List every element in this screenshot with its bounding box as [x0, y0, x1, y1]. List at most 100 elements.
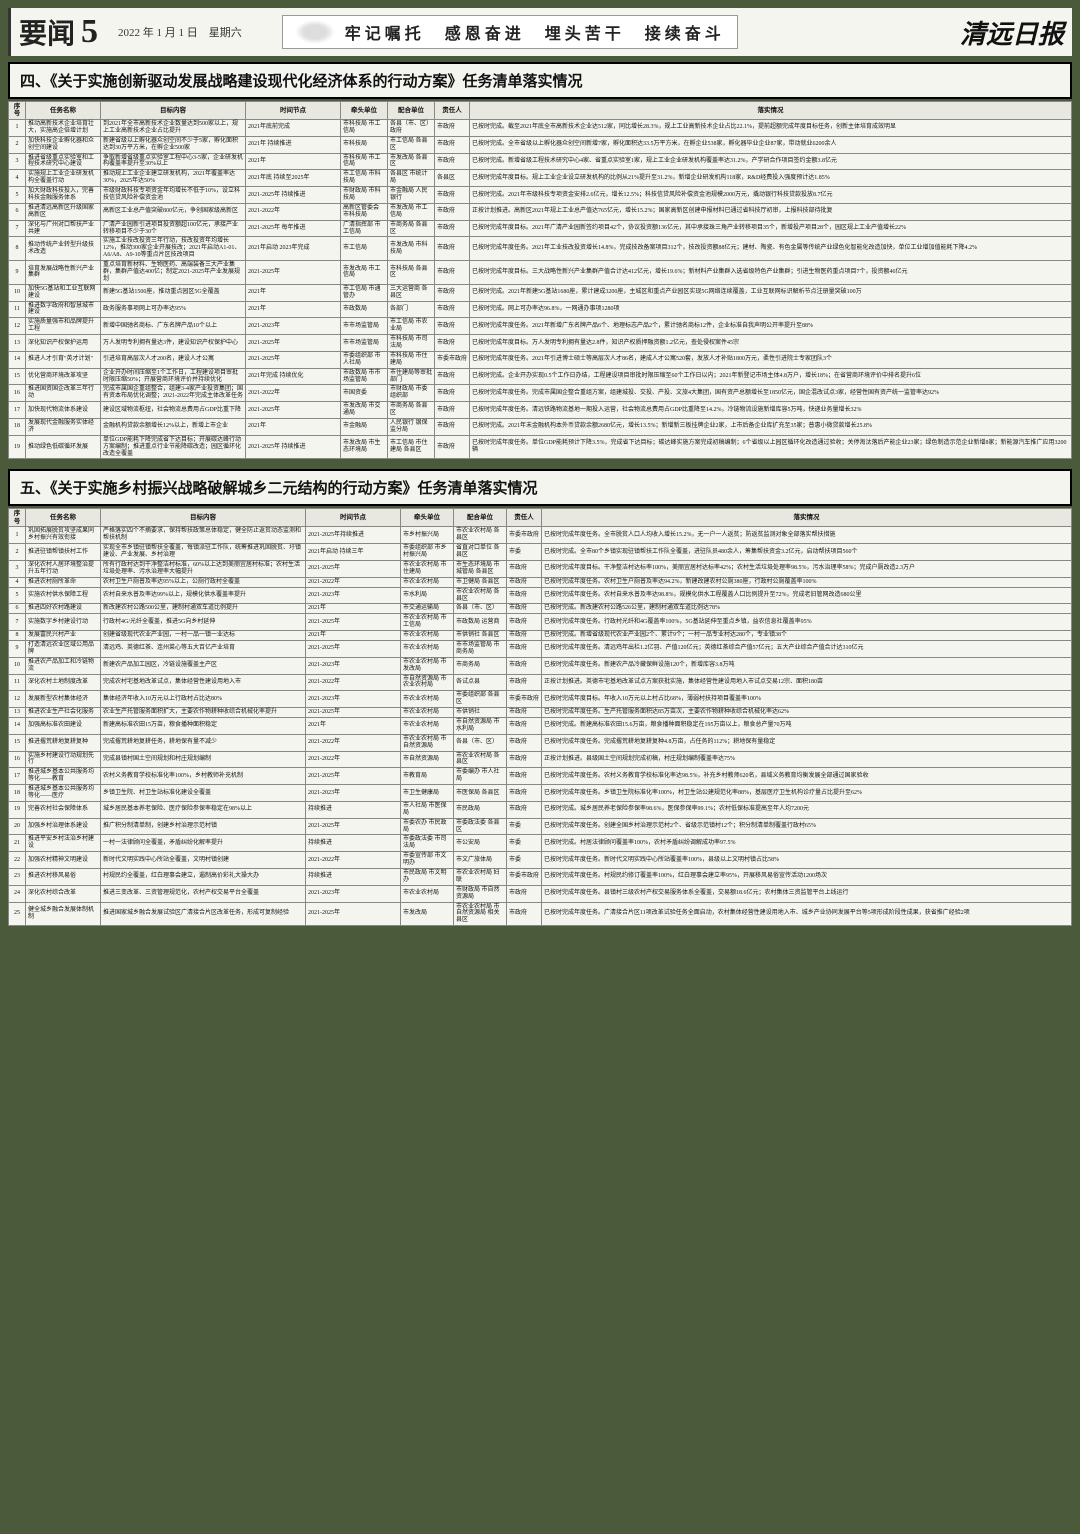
table-cell: 推进农产品加工和冷链物流 — [26, 657, 101, 674]
table-cell: 2021-2025年 — [246, 402, 341, 419]
table-cell: 市住建局等审批部门 — [388, 368, 435, 385]
table-cell: 已按时完成年度目标。干净整洁村达标率100%，美丽宜居村达标率42%；农村生活垃… — [542, 560, 1072, 577]
table-cell: 巩固拓展脱贫攻坚成果同乡村振兴有效衔接 — [26, 527, 101, 544]
table-cell: 推动绿色低碳循环发展 — [26, 435, 101, 459]
table-cell: 深化农村土地制度改革 — [26, 674, 101, 691]
table-row: 21推进平安乡村法治乡村建设一村一法律顾问全覆盖，矛盾纠纷化解率提升持续推进市委… — [9, 835, 1072, 852]
table-cell: 市自然资源局 市农业农村局 — [401, 674, 454, 691]
table-cell: 已按时完成年度任务。农村自来水普及率达98.8%，规模化供水工程覆盖人口比例提升… — [542, 587, 1072, 604]
table-cell: 2021-2025年 持续推进 — [246, 435, 341, 459]
column-header: 牵头单位 — [401, 509, 454, 527]
table-cell: 已按时完成年度任务。乡镇卫生院标准化率100%，村卫生站公建规范化率88%，基层… — [542, 785, 1072, 802]
table-cell: 2021-2025年 — [306, 560, 401, 577]
table-cell: 市政府 — [435, 136, 470, 153]
table-cell: 市政府 — [435, 237, 470, 261]
table-cell: 已按时完成。新增省级工程技术研究中心4家、省重点实验室1家，规上工业企业研发机构… — [470, 153, 1072, 170]
table-cell: 市级财政科技专项资金年均增长不低于10%，设立科技信贷风险补偿资金池 — [101, 187, 246, 204]
table-cell: 农村义务教育学校标准化率100%，乡村教师补充机制 — [101, 768, 306, 785]
table-cell: 已按时完成年度任务。村规民约修订覆盖率100%，红白理事会建立率95%，开展移风… — [542, 869, 1072, 886]
table-cell: 1 — [9, 527, 26, 544]
table-row: 12发展新型农村集体经济集体经济年收入10万元以上行政村占比达80%2021-2… — [9, 691, 1072, 708]
column-header: 责任人 — [435, 102, 470, 120]
table-cell: 市发改局 — [401, 902, 454, 926]
table-cell: 市农业农村局 各县区 — [454, 527, 507, 544]
table-cell: 推进农村移风易俗 — [26, 869, 101, 886]
table-cell: 市科技局 各县区 — [388, 261, 435, 285]
table-cell: 13 — [9, 708, 26, 718]
table-cell: 市委 — [507, 835, 542, 852]
table-cell: 已按时完成年度任务。创建全国乡村治理示范村2个、省级示范镇村12个；积分制清单制… — [542, 818, 1072, 835]
table-cell: 深化知识产权保护运用 — [26, 335, 101, 352]
table-cell: 推进三变改革、三资管理规范化，农村产权交易平台全覆盖 — [101, 885, 306, 902]
table-cell: 已按时完成。新改建农村公路526公里，建制村通双车道比例达78% — [542, 604, 1072, 614]
table-cell: 2021年 — [246, 284, 341, 301]
table-cell: 市政府 — [435, 368, 470, 385]
table-cell: 市政府 — [507, 631, 542, 641]
page-header: 要闻 5 2022 年 1 月 1 日 星期六 牢记嘱托 感恩奋进 埋头苦干 接… — [8, 8, 1072, 56]
table-cell: 市人社局 市医保局 — [401, 801, 454, 818]
table-cell: 2 — [9, 136, 26, 153]
table-cell: 市政府 — [507, 902, 542, 926]
table-cell: 市金融局 人民银行 — [388, 187, 435, 204]
column-header: 配合单位 — [388, 102, 435, 120]
table-row: 9打造清远农业区域公用品牌清远鸡、英德红茶、连州菜心等五大百亿产业培育2021-… — [9, 640, 1072, 657]
table-cell: 市政府 — [507, 604, 542, 614]
table-cell: 加快科技企业孵化器和众创空间建设 — [26, 136, 101, 153]
table-row: 24深化农村综合改革推进三变改革、三资管理规范化，农村产权交易平台全覆盖2021… — [9, 885, 1072, 902]
table-cell: 市乡村振兴局 — [401, 527, 454, 544]
table-row: 3推进省级重点实验室和工程技术研究中心建设争取新增省级重点实验室工程中心3-5家… — [9, 153, 1072, 170]
table-cell: 2021-2023年 — [306, 885, 401, 902]
column-header: 序号 — [9, 102, 26, 120]
table-row: 20加强乡村治理体系建设推广积分制清单制，创建乡村治理示范村镇2021-2025… — [9, 818, 1072, 835]
section4-table: 序号任务名称目标内容时间节点牵头单位配合单位责任人落实情况 1推动高新技术企业培… — [8, 101, 1072, 459]
table-cell: 10 — [9, 657, 26, 674]
table-cell: 2021年启动 持续三年 — [306, 544, 401, 561]
table-cell: 市委市政府 — [507, 691, 542, 708]
table-cell: 正按计划推进。英德市宅基地改革试点方案获批实施，集体经营性建设用地入市试点交易1… — [542, 674, 1072, 691]
table-cell: 村规民约全覆盖，红白理事会建立，遏制高价彩礼大操大办 — [101, 869, 306, 886]
table-cell: 单位GDP能耗下降完成省下达目标；开展碳达峰行动方案编制；推进重点行业节能降碳改… — [101, 435, 246, 459]
table-row: 1巩固拓展脱贫攻坚成果同乡村振兴有效衔接严格落实四个不摘要求，保持帮扶政策总体稳… — [9, 527, 1072, 544]
table-cell: 15 — [9, 734, 26, 751]
table-cell: 市政府 — [507, 587, 542, 604]
table-cell: 市委编办 市人社局 — [454, 768, 507, 785]
table-cell: 已按时完成年度任务。清远铁路物流基地一期投入运营，社会物流总费用占GDP比重降至… — [470, 402, 1072, 419]
table-cell: 11 — [9, 674, 26, 691]
table-cell: 2021-2025年 每年推进 — [246, 220, 341, 237]
table-cell: 7 — [9, 614, 26, 631]
table-cell: 22 — [9, 852, 26, 869]
table-cell: 市农业农村局 市自然资源局 — [401, 734, 454, 751]
table-cell: 一村一法律顾问全覆盖，矛盾纠纷化解率提升 — [101, 835, 306, 852]
table-row: 16实施乡村建设行动规划先行完成县镇村国土空间规划和村庄规划编制2021-202… — [9, 751, 1072, 768]
table-row: 6推进清远高新区升级国家高新区高新区工业总产值突破800亿元，争创国家级高新区2… — [9, 203, 1072, 220]
table-cell: 市政数局 市市场监管局 — [341, 368, 388, 385]
table-cell: 已按时完成年度任务。农村卫生户厕普及率达94.2%，新建改建农村公厕380座，行… — [542, 577, 1072, 587]
table-cell: 市农业农村局 — [401, 640, 454, 657]
table-row: 5加大财政科技投入，完善科技金融服务体系市级财政科技专项资金年均增长不低于10%… — [9, 187, 1072, 204]
table-cell: 市文广旅体局 — [454, 852, 507, 869]
table-cell: 已按时完成。2021年新建5G基站1680座，累计建成3200座，主城区和重点产… — [470, 284, 1072, 301]
table-cell: 市交通运输局 — [401, 604, 454, 614]
table-cell: 6 — [9, 604, 26, 614]
table-cell: 市商务局 — [454, 657, 507, 674]
table-cell: 打造清远农业区域公用品牌 — [26, 640, 101, 657]
table-cell: 2021-2025年 — [306, 614, 401, 631]
table-cell: 引进培育高层次人才200名，建设人才公寓 — [101, 351, 246, 368]
table-cell: 实施规上工业企业研发机构全覆盖行动 — [26, 170, 101, 187]
table-cell: 加强农村精神文明建设 — [26, 852, 101, 869]
table-cell: 已按时完成。村居法律顾问覆盖率100%，农村矛盾纠纷调解成功率97.5% — [542, 835, 1072, 852]
table-cell: 市政数局 — [341, 301, 388, 318]
table-cell: 市农业农村局 市工信局 — [401, 614, 454, 631]
table-cell: 市政府 — [435, 335, 470, 352]
table-cell: 优化营商环境改革攻坚 — [26, 368, 101, 385]
table-cell: 2021年 — [306, 631, 401, 641]
table-cell: 市市场监管局 — [341, 318, 388, 335]
table-cell: 城乡居民基本养老保险、医疗保险参保率稳定在98%以上 — [101, 801, 306, 818]
table-cell: 市农业农村局 市住建局 — [401, 560, 454, 577]
table-cell: 市农业农村局 各县区 — [454, 751, 507, 768]
table-row: 10加快5G基站和工业互联网建设新建5G基站1500座，推动重点园区5G全覆盖2… — [9, 284, 1072, 301]
table-cell: 市财政局 市科技局 — [341, 187, 388, 204]
slogan-text: 牢记嘱托 感恩奋进 埋头苦干 接续奋斗 — [345, 20, 725, 44]
table-row: 8发展富民兴村产业创建省级现代农业产业园，一村一品一镇一业达标2021年市农业农… — [9, 631, 1072, 641]
table-cell: 12 — [9, 318, 26, 335]
